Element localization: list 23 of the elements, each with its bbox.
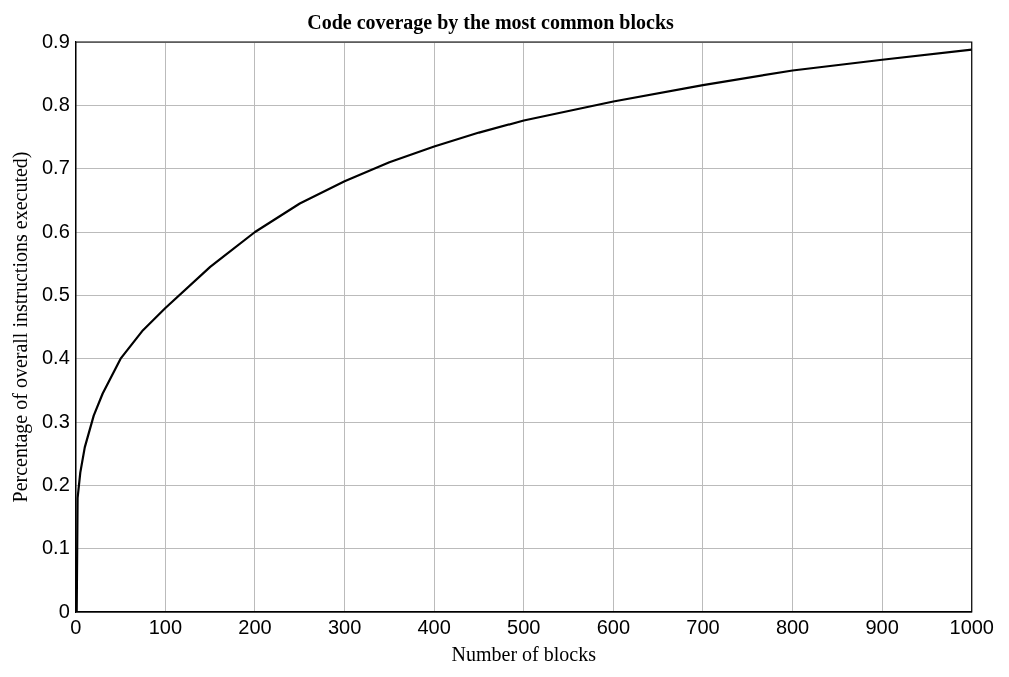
y-tick-label: 0.1 [41, 536, 70, 559]
x-tick-label: 200 [238, 615, 272, 638]
y-tick-label: 0.8 [41, 92, 70, 115]
x-axis-title: Number of blocks [451, 643, 597, 666]
x-tick-label: 1000 [949, 615, 994, 638]
x-tick-label: 900 [865, 615, 899, 638]
y-tick-label: 0.5 [41, 282, 70, 305]
y-tick-label: 0.2 [41, 472, 70, 495]
x-tick-label: 100 [148, 615, 183, 638]
y-axis-title: Percentage of overall instructions executed) [9, 151, 33, 503]
x-tick-label: 700 [686, 615, 720, 638]
y-tick-label: 0.3 [41, 409, 70, 432]
y-tick-label: 0.9 [41, 29, 70, 52]
x-tick-label: 500 [507, 615, 541, 638]
x-tick-label: 400 [417, 615, 451, 638]
x-tick-label: 600 [596, 615, 631, 638]
y-tick-label: 0.6 [41, 219, 70, 242]
chart-title: Code coverage by the most common blocks [307, 11, 675, 35]
y-tick-label: 0.4 [41, 346, 70, 369]
y-tick-label: 0 [58, 599, 70, 622]
x-tick-label: 800 [775, 615, 810, 638]
y-tick-label: 0.7 [41, 156, 70, 179]
x-tick-label: 300 [327, 615, 362, 638]
